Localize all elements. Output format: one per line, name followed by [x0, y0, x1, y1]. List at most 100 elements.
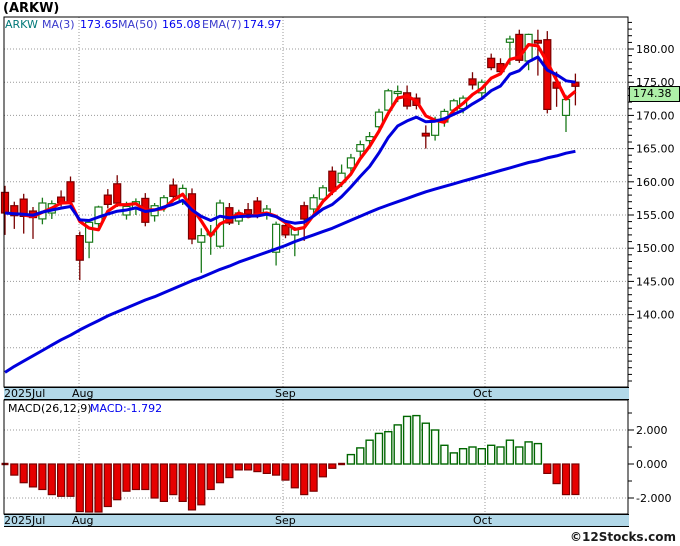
price-tick-label: 160.00 [636, 176, 675, 189]
price-tick-label: 145.00 [636, 275, 675, 288]
chart-title: (ARKW) [3, 1, 60, 16]
price-tick-label: 150.00 [636, 242, 675, 255]
macd-bar [28, 463, 38, 488]
candle-body [197, 235, 206, 243]
macd-bar [440, 444, 449, 465]
macd-bar [38, 463, 47, 491]
candle-body [505, 38, 514, 43]
month-label: 2025Jul [4, 387, 46, 400]
macd-bar [356, 447, 365, 465]
macd-bar [300, 463, 309, 496]
macd-bar [253, 463, 262, 473]
macd-bar [141, 463, 150, 491]
macd-bar [47, 463, 56, 496]
macd-bar [328, 463, 337, 469]
macd-bar [384, 431, 393, 465]
current-price-label: 174.38 [629, 86, 680, 102]
macd-bar [234, 463, 243, 471]
candle-body [0, 191, 10, 214]
watermark: ©12Stocks.com [570, 530, 676, 544]
macd-bar [524, 441, 533, 465]
macd-bar [225, 463, 234, 479]
candle-body [66, 181, 75, 203]
candle-body [187, 193, 197, 240]
candle-body [10, 205, 19, 217]
macd-bar [515, 446, 524, 465]
macd-bar [412, 414, 421, 465]
macd-bar [458, 448, 468, 465]
macd-tick-label: 2.000 [636, 424, 668, 437]
macd-bar [449, 452, 458, 465]
macd-bar [487, 444, 496, 465]
candle-body [113, 183, 122, 204]
month-label: Oct [473, 387, 493, 400]
macd-bar [122, 463, 131, 492]
candle-body [103, 194, 112, 206]
month-label: 2025Jul [4, 514, 46, 527]
macd-bar [178, 463, 187, 503]
legend-ma50-value: 165.08 [162, 18, 201, 31]
macd-bar [150, 463, 159, 499]
macd-bar [75, 463, 84, 513]
candle-body [84, 221, 94, 243]
macd-bar [159, 463, 168, 503]
candle-body [346, 157, 355, 169]
macd-value-label: MACD:-1.792 [90, 402, 163, 415]
candle-body [300, 205, 309, 220]
candle-body [318, 187, 327, 200]
macd-bar [10, 463, 19, 476]
candle-body [244, 209, 253, 215]
macd-bar [272, 463, 281, 476]
macd-bar [113, 463, 122, 501]
macd-bar [94, 463, 103, 513]
macd-bar [561, 463, 571, 496]
macd-bar [131, 463, 140, 491]
macd-bar [215, 463, 225, 484]
price-tick-label: 175.00 [636, 76, 675, 89]
macd-bar [346, 453, 356, 465]
price-tick-label: 155.00 [636, 209, 675, 222]
macd-bar [66, 463, 75, 497]
macd-bar [496, 446, 505, 465]
macd-bar [365, 439, 374, 465]
month-label: Aug [72, 514, 94, 527]
candle-body [393, 90, 402, 95]
candle-body [468, 78, 477, 86]
ma50-line [4, 149, 576, 374]
price-tick-label: 180.00 [636, 43, 675, 56]
macd-bar [477, 448, 486, 465]
macd-bar [84, 463, 94, 513]
candle-body [515, 33, 524, 61]
legend-ma3-label: MA(3) [42, 18, 75, 31]
legend-symbol: ARKW [5, 18, 38, 31]
candle-body [169, 184, 178, 198]
legend-ma3-value: 173.65 [80, 18, 119, 31]
macd-bar [1, 462, 9, 466]
macd-tick-label: 0.000 [636, 458, 668, 471]
legend-ema7-label: EMA(7) [202, 18, 242, 31]
x-axis-band-main: 2025Jul Aug Sep Oct [4, 387, 629, 400]
macd-settings-label: MACD(26,12,9) [8, 402, 92, 415]
macd-bar [533, 442, 543, 465]
month-label: Aug [72, 387, 94, 400]
macd-bar [468, 446, 477, 465]
macd-bar [244, 463, 253, 471]
macd-bar [56, 463, 66, 497]
macd-bar [103, 463, 112, 508]
macd-bar [290, 463, 299, 489]
candle-body [281, 225, 290, 236]
macd-bar [552, 463, 561, 485]
macd-tick-label: -2.000 [636, 492, 671, 505]
ema7-line [4, 55, 576, 225]
macd-bar [402, 415, 412, 465]
month-label: Sep [275, 387, 296, 400]
candle-body [75, 235, 84, 261]
macd-bar [318, 463, 327, 478]
macd-bar [571, 463, 580, 496]
macd-bar [197, 463, 206, 506]
macd-bar [206, 463, 215, 491]
candle-body [487, 57, 496, 69]
ma3-line [23, 42, 577, 238]
